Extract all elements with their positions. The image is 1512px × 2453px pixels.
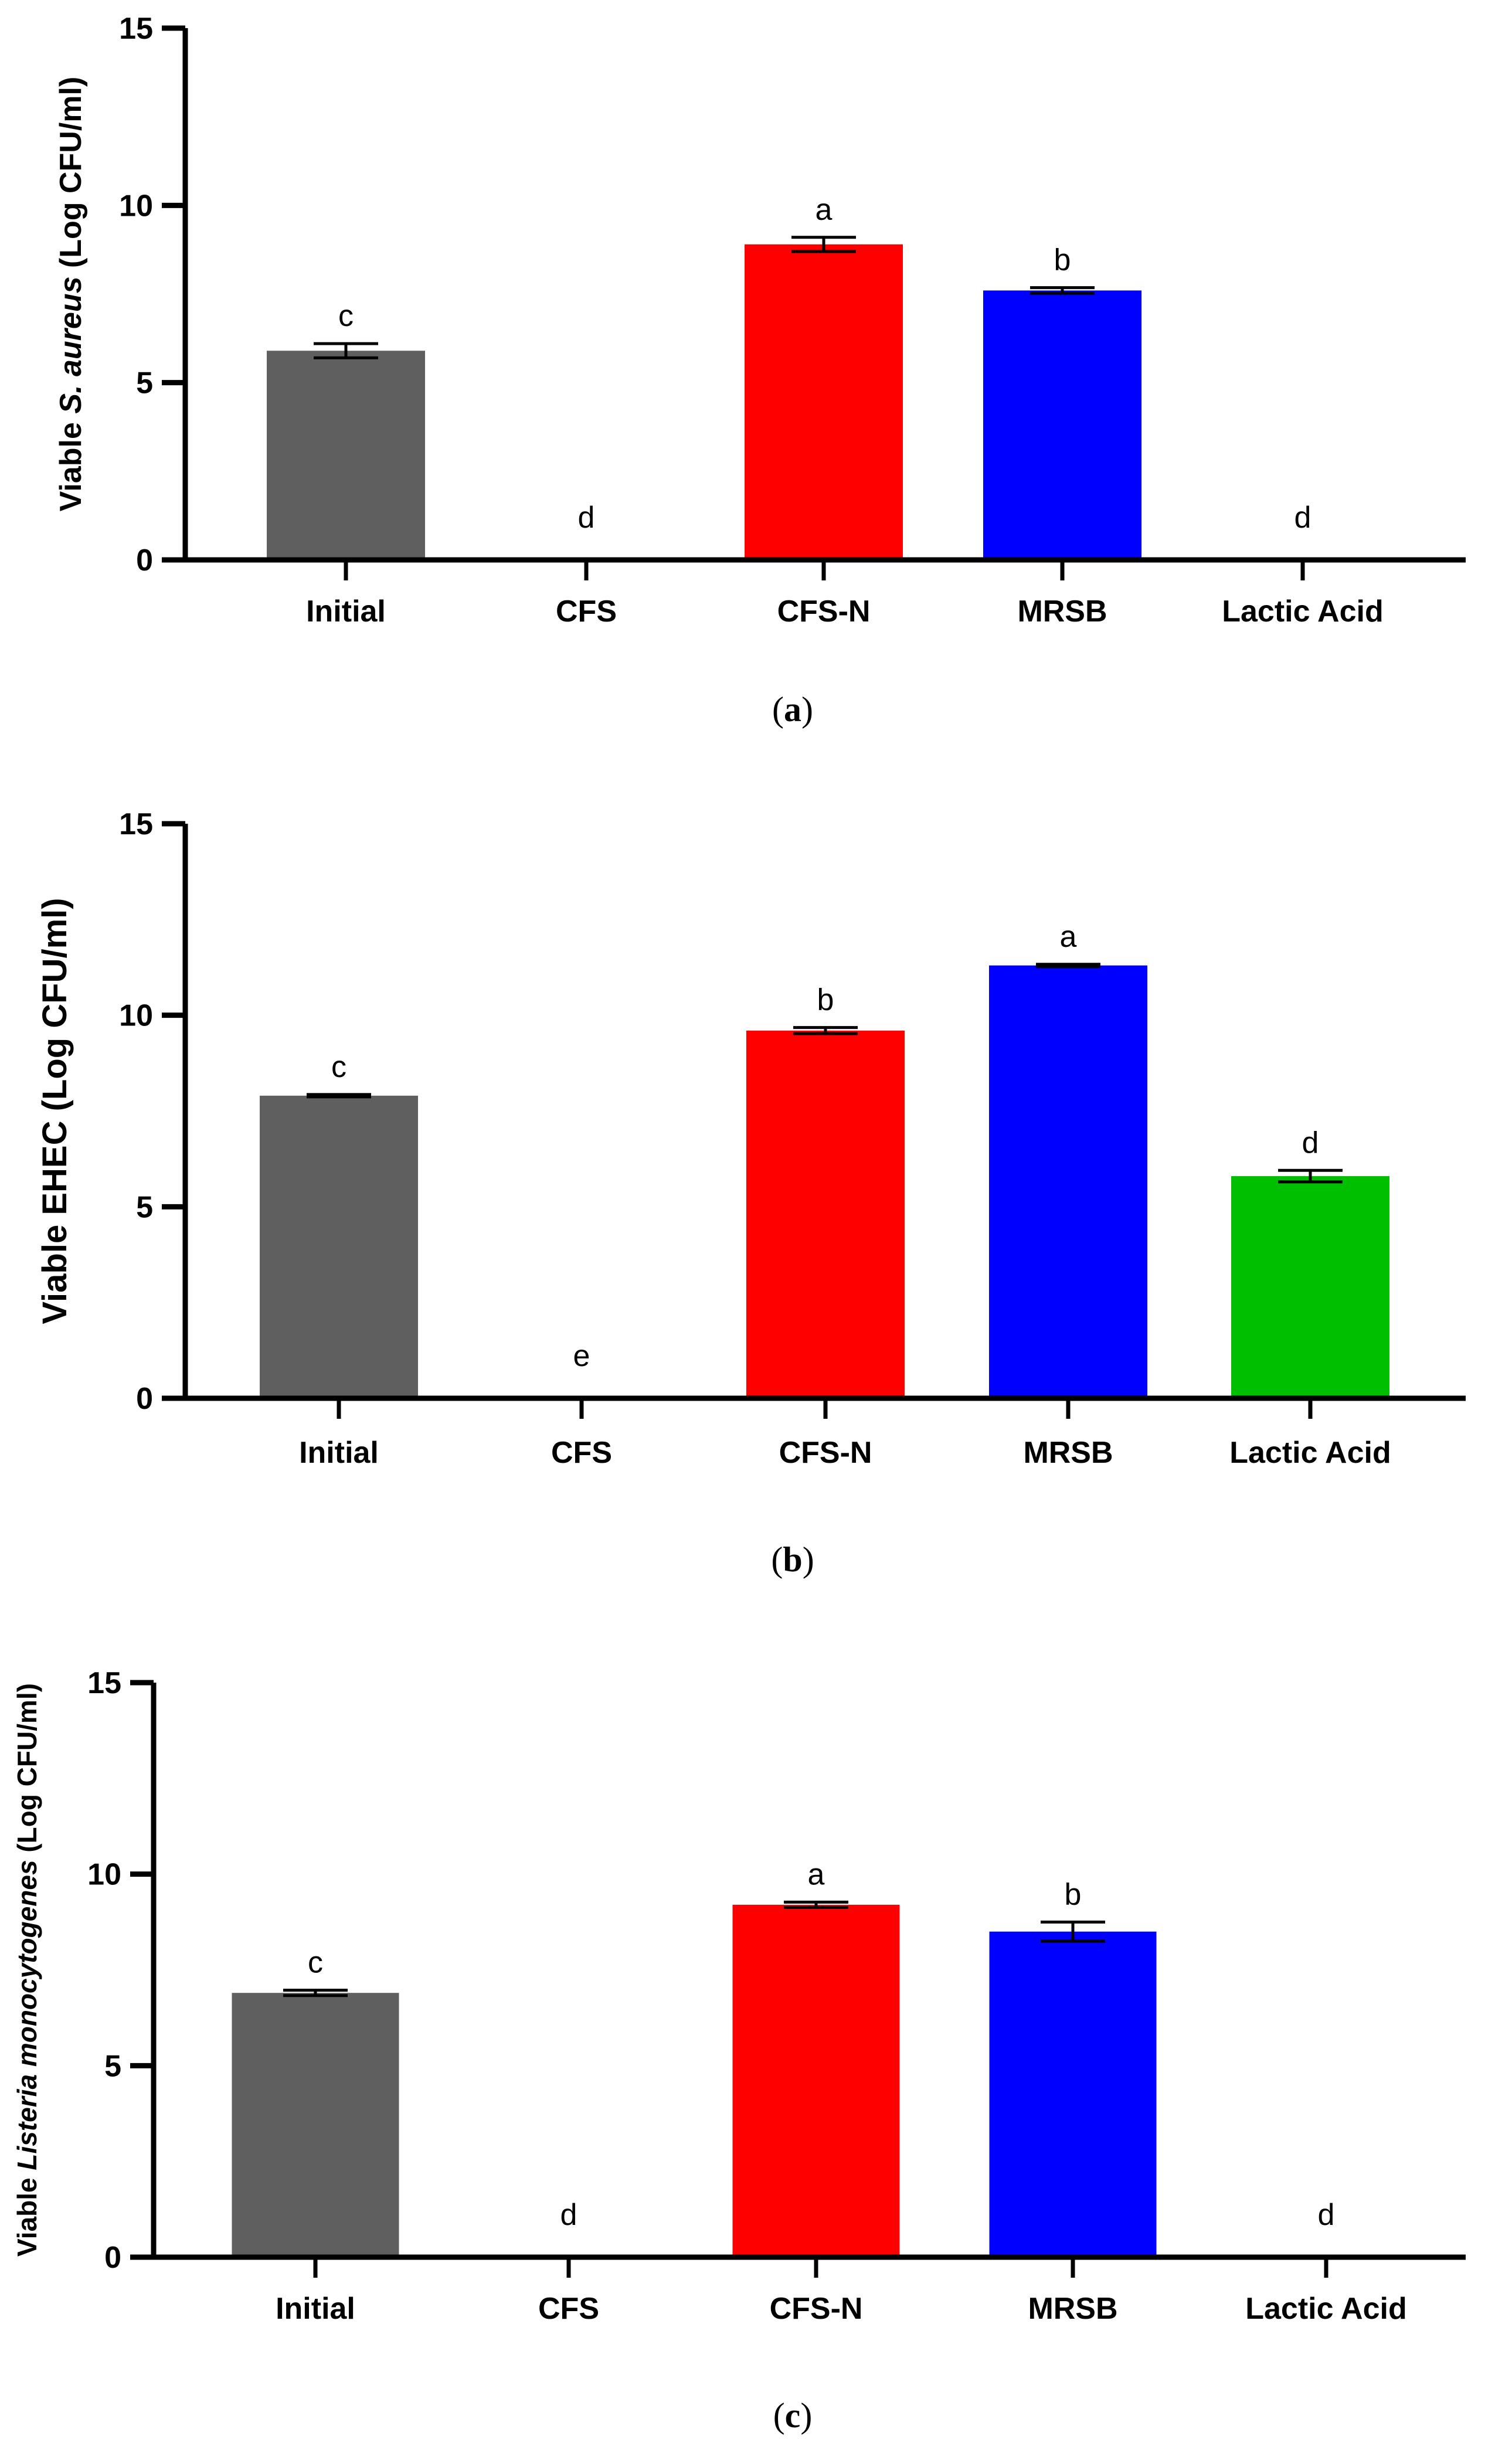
error-bar bbox=[793, 1026, 858, 1035]
significance-letter: e bbox=[573, 1339, 590, 1373]
y-axis-label-part: Viable EHEC (Log CFU/ml) bbox=[36, 898, 74, 1324]
significance-letter: d bbox=[1302, 1126, 1319, 1160]
category-label: Lactic Acid bbox=[1222, 594, 1384, 628]
error-bar bbox=[1278, 1168, 1343, 1184]
panel-label-close: ) bbox=[803, 1540, 814, 1579]
panel-label-open: ( bbox=[772, 690, 784, 729]
significance-letter: b bbox=[817, 983, 834, 1017]
y-tick-label: 5 bbox=[104, 2049, 121, 2083]
category-label: Lactic Acid bbox=[1245, 2292, 1407, 2326]
panel-label: (a) bbox=[772, 690, 813, 729]
y-tick-label: 10 bbox=[87, 1858, 121, 1892]
category-label: CFS-N bbox=[777, 594, 871, 628]
significance-letter: c bbox=[308, 1946, 323, 1980]
panel-label-letter: b bbox=[783, 1540, 802, 1579]
category-label: CFS-N bbox=[779, 1436, 872, 1470]
y-axis-label: Viable Listeria monocytogenes (Log CFU/m… bbox=[12, 1683, 42, 2257]
bar-lactic-acid bbox=[1231, 1176, 1389, 1398]
bar-initial bbox=[232, 1993, 399, 2257]
error-bar bbox=[791, 236, 856, 253]
panel-label: (b) bbox=[771, 1540, 814, 1579]
significance-letter: a bbox=[816, 193, 833, 227]
error-bar bbox=[1041, 1920, 1105, 1943]
significance-letter: a bbox=[808, 1857, 825, 1891]
chart-panel-b: c e b a d 0 5 10 15 Initial CFS CFS-N MRSB Lactic Aci… bbox=[36, 807, 1466, 1470]
y-axis-label-organism: Listeria monocytogenes bbox=[12, 1860, 42, 2170]
category-label: CFS bbox=[551, 1436, 612, 1470]
panel-label-open: ( bbox=[771, 1540, 783, 1579]
y-axis-label-part: Viable bbox=[12, 2170, 42, 2257]
y-axis-label-unit: (Log CFU/ml) bbox=[54, 77, 88, 277]
error-bar bbox=[1030, 286, 1095, 295]
y-tick-label: 15 bbox=[87, 1666, 121, 1700]
y-axis-label-unit: (Log CFU/ml) bbox=[12, 1683, 42, 1860]
significance-letter: d bbox=[560, 2198, 577, 2232]
y-tick-label: 15 bbox=[119, 807, 153, 841]
category-label: Initial bbox=[306, 594, 386, 628]
y-tick-label: 10 bbox=[119, 999, 153, 1033]
significance-letter: b bbox=[1065, 1877, 1082, 1911]
bar-initial bbox=[267, 351, 425, 560]
y-tick-label: 5 bbox=[136, 366, 153, 400]
error-bar bbox=[1036, 963, 1100, 969]
chart-panel-c: c d a b d 0 5 10 15 Initial CFS CFS-N MRSB Lactic Aci… bbox=[12, 1666, 1466, 2326]
category-label: MRSB bbox=[1023, 1436, 1113, 1470]
panel-label-letter: c bbox=[785, 2396, 801, 2435]
panel-label-close: ) bbox=[800, 2396, 812, 2435]
y-tick-label: 0 bbox=[136, 1382, 153, 1416]
significance-letter: c bbox=[331, 1050, 346, 1084]
category-label: Initial bbox=[276, 2292, 355, 2326]
error-bar bbox=[784, 1900, 848, 1910]
y-tick-label: 5 bbox=[136, 1190, 153, 1224]
panel-label-close: ) bbox=[801, 690, 813, 729]
y-axis-label: Viable S. aureus (Log CFU/ml) bbox=[54, 77, 88, 512]
category-label: CFS-N bbox=[770, 2292, 863, 2326]
y-tick-label: 15 bbox=[119, 12, 153, 46]
significance-letter: c bbox=[338, 299, 354, 333]
bar-cfs-n bbox=[732, 1904, 900, 2257]
significance-letter: d bbox=[1318, 2198, 1335, 2232]
panel-label-open: ( bbox=[773, 2396, 785, 2435]
panel-label: (c) bbox=[773, 2396, 813, 2435]
bar-mrsb bbox=[989, 1931, 1157, 2257]
bar-initial bbox=[260, 1095, 418, 1398]
y-axis-label: Viable EHEC (Log CFU/ml) bbox=[36, 898, 74, 1324]
bar-mrsb bbox=[989, 965, 1147, 1398]
y-tick-label: 0 bbox=[136, 543, 153, 577]
y-axis-label-part: Viable bbox=[54, 414, 88, 512]
y-tick-label: 10 bbox=[119, 189, 153, 223]
error-bar bbox=[307, 1093, 371, 1099]
significance-letter: d bbox=[578, 501, 595, 535]
category-label: Lactic Acid bbox=[1229, 1436, 1391, 1470]
significance-letter: d bbox=[1294, 501, 1311, 535]
category-label: MRSB bbox=[1017, 594, 1107, 628]
chart-panel-a: c d a b d 0 5 10 15 Initial CFS CFS-N MRSB Lactic Aci… bbox=[54, 12, 1466, 628]
error-bar bbox=[314, 342, 378, 359]
significance-letter: b bbox=[1054, 243, 1071, 277]
bar-cfs-n bbox=[746, 1030, 905, 1398]
significance-letter: a bbox=[1060, 920, 1077, 954]
bar-cfs-n bbox=[745, 244, 903, 560]
category-label: Initial bbox=[299, 1436, 379, 1470]
category-label: MRSB bbox=[1028, 2292, 1117, 2326]
y-tick-label: 0 bbox=[104, 2241, 121, 2275]
category-label: CFS bbox=[556, 594, 617, 628]
category-label: CFS bbox=[538, 2292, 599, 2326]
panel-label-letter: a bbox=[784, 690, 801, 729]
bar-mrsb bbox=[983, 290, 1141, 560]
error-bar bbox=[283, 1989, 348, 1997]
y-axis-label-organism: S. aureus bbox=[54, 277, 88, 414]
